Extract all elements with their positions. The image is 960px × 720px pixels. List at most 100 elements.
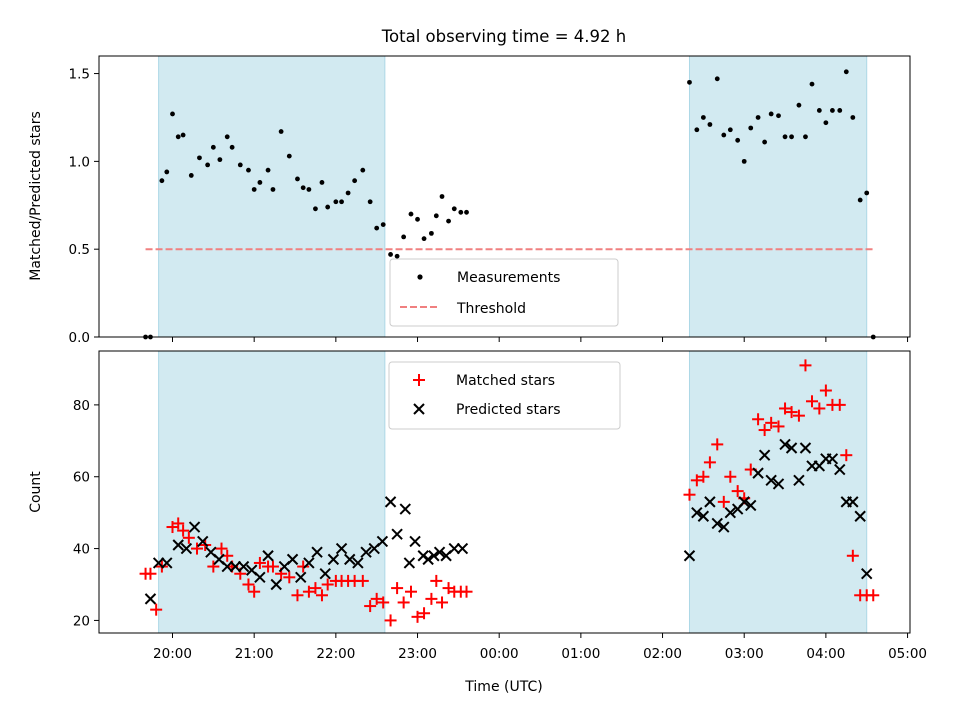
matched-star-point bbox=[215, 542, 228, 555]
predicted-star-b bbox=[738, 496, 750, 508]
top-axes-frame bbox=[98, 55, 911, 338]
matched-star-point bbox=[785, 406, 798, 419]
measurement-point bbox=[850, 115, 856, 120]
predicted-star-point bbox=[704, 496, 716, 508]
predicted-star-point bbox=[262, 550, 274, 562]
predicted-star-point bbox=[456, 542, 469, 555]
matched-star-point bbox=[397, 596, 410, 609]
ratio-panel: 0.0 0.5 1.0 1.5 Matched/Predicted stars Mea… bbox=[28, 55, 911, 346]
predicted-star-b bbox=[295, 571, 307, 584]
predicted-star-point bbox=[779, 438, 791, 451]
measurement-point bbox=[339, 199, 344, 205]
matched-star-point bbox=[792, 409, 805, 422]
predicted-star-b bbox=[319, 568, 331, 580]
observing-windows-top bbox=[158, 55, 868, 338]
matched-star-point bbox=[460, 585, 473, 598]
measurement-point bbox=[864, 190, 870, 196]
predicted-star-b bbox=[229, 560, 242, 573]
measurement-point bbox=[286, 153, 292, 159]
measurement-point bbox=[164, 169, 170, 175]
predicted-star-point bbox=[295, 571, 307, 584]
measurement-point bbox=[803, 134, 808, 140]
measurement-point bbox=[333, 199, 339, 205]
measurement-point bbox=[345, 190, 351, 196]
matched-star-point bbox=[779, 402, 792, 415]
predicted-star-b bbox=[205, 546, 217, 558]
measurement-point bbox=[776, 113, 781, 119]
measurement-point bbox=[837, 108, 843, 113]
predicted-star-b bbox=[799, 442, 812, 454]
x-tick-label: 23:00 bbox=[398, 646, 437, 662]
measurement-point bbox=[265, 167, 271, 173]
matched-star-point bbox=[242, 578, 255, 591]
predicted-star-b bbox=[270, 578, 282, 591]
predicted-star-point bbox=[752, 467, 764, 479]
predicted-star-b bbox=[352, 557, 364, 569]
ratio-scatter bbox=[143, 69, 876, 340]
measurement-point bbox=[768, 111, 774, 117]
predicted-star-point bbox=[229, 560, 242, 573]
predicted-star-point bbox=[270, 578, 282, 591]
measurement-point bbox=[823, 120, 829, 126]
measurement-point bbox=[816, 108, 822, 113]
predicted-star-point bbox=[834, 463, 846, 476]
measurement-point bbox=[694, 127, 700, 133]
predicted-star-point bbox=[683, 550, 696, 562]
predicted-star-point bbox=[144, 593, 157, 605]
predicted-star-point bbox=[197, 535, 209, 548]
predicted-star-b bbox=[391, 528, 403, 540]
matched-star-point bbox=[717, 495, 730, 508]
predicted-star-b bbox=[752, 467, 764, 479]
top-legend-box bbox=[389, 258, 619, 327]
matched-star-point bbox=[813, 402, 826, 415]
predicted-star-b bbox=[683, 550, 696, 562]
measurement-point bbox=[159, 178, 165, 184]
matched-star-point bbox=[248, 585, 261, 598]
predicted-star-point bbox=[319, 568, 331, 580]
measurement-point bbox=[217, 157, 223, 163]
predicted-star-b bbox=[409, 535, 421, 548]
x-tick-label: 00:00 bbox=[480, 646, 519, 662]
measurement-point bbox=[429, 230, 434, 236]
matched-star-point bbox=[805, 395, 818, 408]
measurement-point bbox=[205, 162, 211, 168]
predicted-star-b bbox=[861, 568, 873, 580]
matched-star-point bbox=[191, 542, 204, 555]
predicted-star-b bbox=[772, 478, 785, 490]
matched-star-point bbox=[315, 589, 328, 602]
top-legend: Measurements Threshold bbox=[389, 258, 619, 327]
predicted-star-point bbox=[221, 560, 233, 573]
predicted-star-point bbox=[826, 453, 839, 465]
predicted-star-point bbox=[433, 546, 446, 558]
measurement-point bbox=[727, 127, 733, 133]
measurement-point bbox=[857, 197, 863, 203]
predicted-star-point bbox=[854, 510, 866, 522]
matched-star-point bbox=[846, 549, 859, 562]
count-panel: 20 40 60 80 20:00 21:00 22:00 23:00 00:00 01:00 02… bbox=[28, 350, 927, 695]
measurement-point bbox=[464, 209, 469, 215]
measurement-point bbox=[237, 162, 243, 168]
matched-star-point bbox=[436, 596, 449, 609]
observing-window-2 bbox=[688, 55, 868, 338]
measurement-point bbox=[374, 225, 380, 231]
measurement-point bbox=[278, 129, 284, 134]
measurement-point bbox=[735, 137, 741, 143]
observing-window-1 bbox=[158, 55, 386, 338]
matched-star-point bbox=[404, 585, 417, 598]
measurement-point bbox=[748, 125, 754, 131]
matched-star-point bbox=[370, 592, 383, 605]
predicted-star-b bbox=[172, 539, 184, 551]
predicted-star-point bbox=[172, 539, 184, 551]
predicted-star-point bbox=[254, 571, 266, 584]
predicted-star-b bbox=[246, 564, 258, 576]
measurement-point bbox=[741, 158, 747, 164]
predicted-star-b bbox=[834, 463, 846, 476]
matched-star-point bbox=[724, 470, 737, 483]
predicted-star-b bbox=[448, 542, 460, 555]
bottom-y-axis-label: Count bbox=[28, 471, 44, 513]
y-tick-label: 1.5 bbox=[69, 67, 90, 83]
measurement-point bbox=[789, 134, 794, 140]
x-tick-label: 04:00 bbox=[806, 646, 845, 662]
predicted-star-point bbox=[847, 496, 859, 508]
matched-star-point bbox=[177, 524, 190, 537]
